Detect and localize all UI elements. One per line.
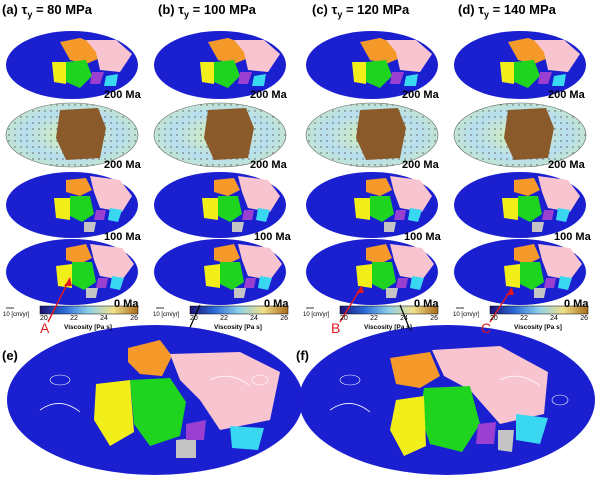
age-label-200ma-flow: 200 Ma: [402, 159, 439, 171]
row-200ma-flow: [5, 102, 587, 168]
velocity-scale-label: 10 [cm/yr]: [3, 312, 30, 318]
velocity-scale-label: 10 [cm/yr]: [303, 312, 330, 318]
column-title-d: (d) τy = 140 MPa: [458, 2, 556, 20]
flow-a-200: [5, 102, 139, 168]
age-label-200ma: 200 Ma: [250, 89, 287, 101]
colorbar-ticks: 20 22 24 26: [340, 315, 438, 322]
velocity-scale-label: 10 [cm/yr]: [453, 312, 480, 318]
age-label-0ma: 0 Ma: [564, 298, 589, 310]
map-c-100: [306, 172, 438, 238]
map-c-0: [306, 239, 438, 305]
marker-a: A: [40, 320, 50, 336]
map-a-0: [6, 239, 138, 305]
age-label-100ma: 100 Ma: [254, 231, 291, 243]
map-b-100: [154, 172, 286, 238]
colorbar-ticks: 20 22 24 26: [40, 315, 138, 322]
marker-b: B: [331, 320, 341, 336]
age-label-100ma: 100 Ma: [104, 231, 141, 243]
map-b-200: [154, 31, 286, 99]
colorbar-title: Viscosity [Pa s]: [514, 324, 562, 331]
age-label-0ma: 0 Ma: [414, 298, 439, 310]
row-100ma: [6, 172, 586, 238]
age-label-200ma: 200 Ma: [402, 89, 439, 101]
age-label-100ma: 100 Ma: [554, 231, 591, 243]
marker-c: C: [481, 320, 492, 336]
row-200ma-continents: [6, 31, 586, 99]
age-label-200ma-flow: 200 Ma: [250, 159, 287, 171]
map-d-200: [454, 31, 586, 99]
age-label-100ma: 100 Ma: [404, 231, 441, 243]
age-label-200ma-flow: 200 Ma: [104, 159, 141, 171]
flow-b-200: [153, 102, 287, 168]
map-b-0: [154, 239, 286, 305]
column-title-b: (b) τy = 100 MPa: [158, 2, 256, 20]
colorbars: [6, 305, 589, 315]
red-pointers: [47, 277, 514, 323]
flow-d-200: [453, 102, 587, 168]
panel-f-map: [299, 325, 595, 475]
colorbar-title: Viscosity [Pa s]: [364, 324, 412, 331]
panel-e-map: [7, 325, 303, 475]
age-label-200ma: 200 Ma: [548, 89, 585, 101]
map-c-200: [306, 31, 438, 99]
velocity-scale-label: 10 [cm/yr]: [153, 312, 180, 318]
colorbar-ticks: 20 22 24 26: [490, 315, 588, 322]
panel-label-f: (f): [296, 348, 309, 363]
map-d-100: [454, 172, 586, 238]
colorbar-ticks: 20 22 24 26: [190, 315, 288, 322]
map-a-100: [6, 172, 138, 238]
age-label-200ma-flow: 200 Ma: [548, 159, 585, 171]
age-label-200ma: 200 Ma: [104, 89, 141, 101]
row-0ma: [6, 239, 586, 305]
panel-label-e: (e): [2, 348, 18, 363]
age-label-0ma: 0 Ma: [114, 298, 139, 310]
map-a-200: [6, 31, 138, 99]
colorbar-title: Viscosity [Pa s]: [214, 324, 262, 331]
flow-c-200: [305, 102, 439, 168]
age-label-0ma: 0 Ma: [264, 298, 289, 310]
column-title-a: (a) τy = 80 MPa: [2, 2, 92, 20]
map-d-0: [454, 239, 586, 305]
column-title-c: (c) τy = 120 MPa: [312, 2, 410, 20]
colorbar-title: Viscosity [Pa s]: [64, 324, 112, 331]
